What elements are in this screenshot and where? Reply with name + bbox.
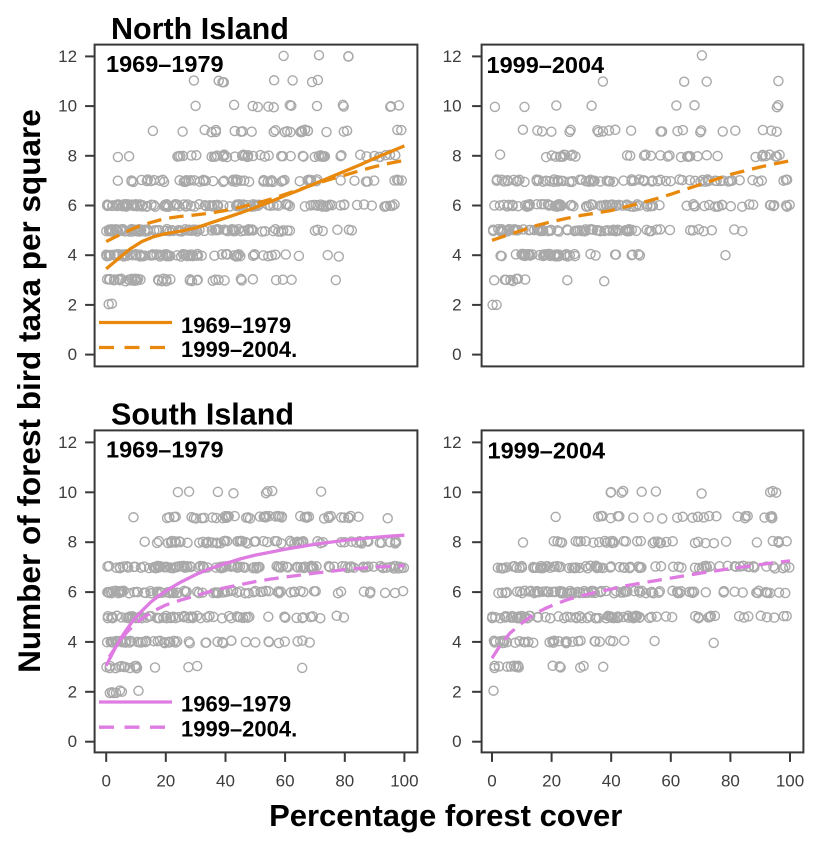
- svg-text:12: 12: [58, 47, 77, 66]
- svg-text:100: 100: [390, 772, 418, 791]
- svg-text:40: 40: [216, 772, 235, 791]
- svg-text:80: 80: [721, 772, 740, 791]
- svg-text:1969–1979: 1969–1979: [181, 313, 291, 338]
- svg-text:6: 6: [452, 583, 461, 602]
- svg-text:2: 2: [68, 682, 77, 701]
- svg-text:40: 40: [602, 772, 621, 791]
- svg-text:1969–1979: 1969–1979: [106, 51, 224, 77]
- svg-text:80: 80: [335, 772, 354, 791]
- svg-text:10: 10: [58, 483, 77, 502]
- svg-text:2: 2: [452, 682, 461, 701]
- svg-text:12: 12: [443, 433, 462, 452]
- svg-text:1969–1979: 1969–1979: [181, 692, 291, 717]
- svg-text:10: 10: [58, 97, 77, 116]
- svg-text:4: 4: [68, 246, 77, 265]
- svg-text:6: 6: [452, 196, 461, 215]
- svg-text:Percentage forest cover: Percentage forest cover: [269, 798, 622, 833]
- svg-text:10: 10: [443, 97, 462, 116]
- svg-text:1999–2004: 1999–2004: [488, 438, 606, 464]
- svg-text:4: 4: [452, 246, 461, 265]
- svg-text:12: 12: [443, 47, 462, 66]
- svg-text:4: 4: [68, 632, 77, 651]
- svg-text:2: 2: [68, 295, 77, 314]
- svg-text:8: 8: [452, 533, 461, 552]
- svg-text:60: 60: [276, 772, 295, 791]
- svg-text:8: 8: [68, 533, 77, 552]
- svg-text:60: 60: [661, 772, 680, 791]
- svg-text:1969–1979: 1969–1979: [106, 437, 224, 463]
- svg-text:1999–2004.: 1999–2004.: [181, 717, 297, 742]
- svg-text:2: 2: [452, 295, 461, 314]
- svg-text:12: 12: [58, 433, 77, 452]
- svg-text:0: 0: [452, 345, 461, 364]
- svg-text:South Island: South Island: [111, 398, 294, 432]
- svg-text:0: 0: [68, 345, 77, 364]
- svg-text:1999–2004.: 1999–2004.: [181, 337, 297, 362]
- svg-text:1999–2004: 1999–2004: [487, 52, 605, 78]
- svg-text:6: 6: [68, 583, 77, 602]
- svg-text:20: 20: [156, 772, 175, 791]
- svg-text:20: 20: [542, 772, 561, 791]
- svg-text:0: 0: [68, 732, 77, 751]
- svg-text:100: 100: [776, 772, 804, 791]
- svg-text:8: 8: [68, 146, 77, 165]
- svg-text:8: 8: [452, 146, 461, 165]
- svg-text:10: 10: [443, 483, 462, 502]
- svg-text:0: 0: [487, 772, 496, 791]
- svg-text:4: 4: [452, 632, 461, 651]
- svg-text:0: 0: [101, 772, 110, 791]
- svg-text:0: 0: [452, 732, 461, 751]
- svg-text:Number of forest bird taxa per: Number of forest bird taxa per square: [11, 109, 47, 673]
- svg-text:North Island: North Island: [111, 12, 289, 46]
- svg-text:6: 6: [68, 196, 77, 215]
